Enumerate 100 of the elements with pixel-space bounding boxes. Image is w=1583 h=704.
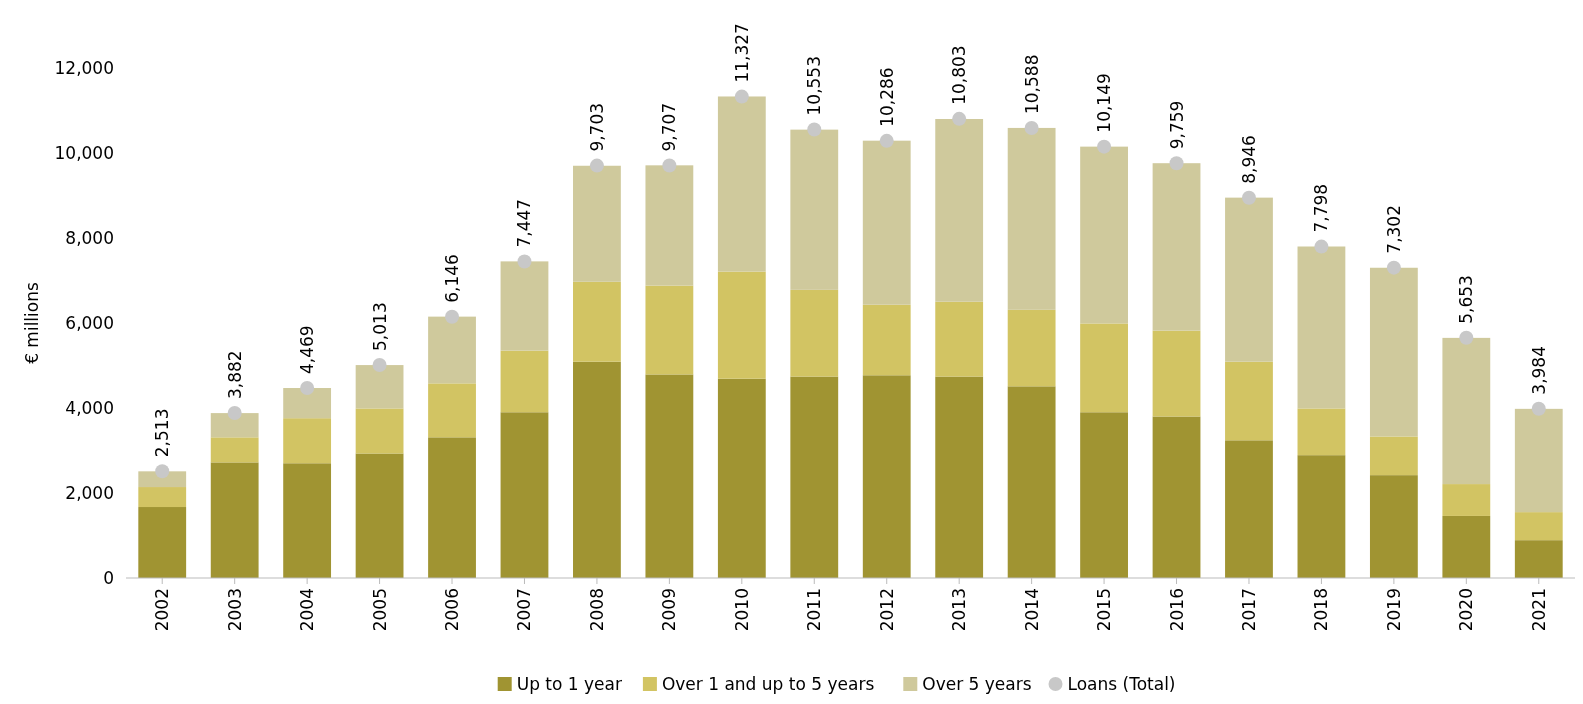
bar <box>1007 309 1056 387</box>
data-label: 11,327 <box>731 23 752 83</box>
y-tick-label: 10,000 <box>54 142 114 163</box>
bar <box>500 261 549 351</box>
point <box>445 309 460 324</box>
legend-label: Over 1 and up to 5 years <box>661 674 875 694</box>
point <box>952 111 967 126</box>
data-label: 7,798 <box>1311 183 1332 233</box>
bar <box>862 304 911 376</box>
data-label: 3,882 <box>224 350 245 400</box>
point <box>300 381 315 396</box>
x-tick-label: 2020 <box>1456 588 1477 632</box>
point <box>1024 121 1039 136</box>
bar <box>355 365 404 409</box>
bar <box>1225 197 1273 362</box>
bar <box>210 462 259 578</box>
bar <box>1080 412 1128 578</box>
data-label: 10,553 <box>804 56 825 116</box>
point <box>372 357 387 372</box>
y-tick-label: 12,000 <box>54 57 114 78</box>
x-tick-label: 2017 <box>1238 588 1259 632</box>
point <box>807 122 822 137</box>
bar <box>935 119 984 302</box>
bar <box>1152 330 1201 417</box>
legend-label: Up to 1 year <box>516 674 622 694</box>
data-label: 9,703 <box>586 102 607 152</box>
bar <box>862 375 911 578</box>
bar <box>1225 361 1273 441</box>
bar <box>1297 408 1346 456</box>
point <box>879 133 894 148</box>
bar <box>1369 436 1418 476</box>
bar <box>210 437 259 463</box>
bar <box>1369 267 1418 437</box>
bar <box>935 301 984 377</box>
data-label: 3,984 <box>1528 346 1549 395</box>
x-tick-label: 2005 <box>369 588 390 632</box>
bar <box>1442 515 1491 578</box>
x-tick-label: 2012 <box>876 588 897 632</box>
x-tick-label: 2016 <box>1166 588 1187 632</box>
data-label: 10,286 <box>876 67 897 127</box>
x-tick-label: 2021 <box>1528 588 1549 632</box>
x-tick-label: 2013 <box>949 588 970 632</box>
bar <box>1442 337 1491 485</box>
bar <box>1442 484 1491 516</box>
bar <box>790 289 839 377</box>
point <box>517 254 532 269</box>
bar <box>500 412 549 578</box>
point <box>1386 260 1401 275</box>
y-tick-label: 4,000 <box>65 397 114 418</box>
x-tick-label: 2010 <box>731 588 752 632</box>
data-label: 2,513 <box>152 408 173 458</box>
point <box>734 89 749 104</box>
bar <box>717 271 766 379</box>
y-tick-label: 0 <box>103 567 114 588</box>
bar <box>283 388 332 419</box>
bar <box>1514 512 1563 541</box>
bar <box>1225 440 1273 578</box>
y-tick-label: 8,000 <box>65 227 114 248</box>
bar <box>138 487 187 508</box>
bar <box>1007 386 1056 578</box>
bar <box>573 361 621 578</box>
bar <box>935 376 984 578</box>
bar <box>1297 455 1346 578</box>
bar <box>1007 127 1056 310</box>
data-label: 7,302 <box>1383 204 1404 254</box>
x-tick-label: 2014 <box>1021 588 1042 632</box>
bar <box>717 96 766 272</box>
point <box>1097 139 1112 154</box>
x-tick-label: 2015 <box>1094 588 1115 632</box>
bar <box>573 281 621 362</box>
y-tick-label: 2,000 <box>65 482 114 503</box>
bar <box>790 129 839 290</box>
bar <box>573 165 621 282</box>
bar <box>283 463 332 578</box>
x-tick-label: 2018 <box>1311 588 1332 632</box>
bar <box>355 453 404 578</box>
x-tick-label: 2009 <box>659 588 680 632</box>
bar <box>1152 416 1201 578</box>
bar <box>645 374 694 578</box>
point <box>1314 239 1329 254</box>
bar <box>645 285 694 375</box>
y-axis-title: € millions <box>22 282 42 364</box>
data-label: 8,946 <box>1238 135 1259 184</box>
bar <box>428 316 476 384</box>
bar <box>1369 475 1418 578</box>
x-tick-label: 2007 <box>514 588 535 632</box>
bar <box>645 165 694 286</box>
data-label: 7,447 <box>514 198 535 248</box>
data-label: 9,707 <box>659 102 680 152</box>
point <box>1169 156 1184 171</box>
bar <box>862 140 911 305</box>
bar <box>428 383 476 438</box>
bar <box>138 507 187 578</box>
x-tick-label: 2011 <box>804 588 825 632</box>
bar <box>1514 540 1563 578</box>
data-label: 10,803 <box>949 45 970 105</box>
data-label: 5,013 <box>369 302 390 351</box>
point <box>1531 401 1546 416</box>
bar <box>1080 146 1128 324</box>
bar <box>283 418 332 464</box>
